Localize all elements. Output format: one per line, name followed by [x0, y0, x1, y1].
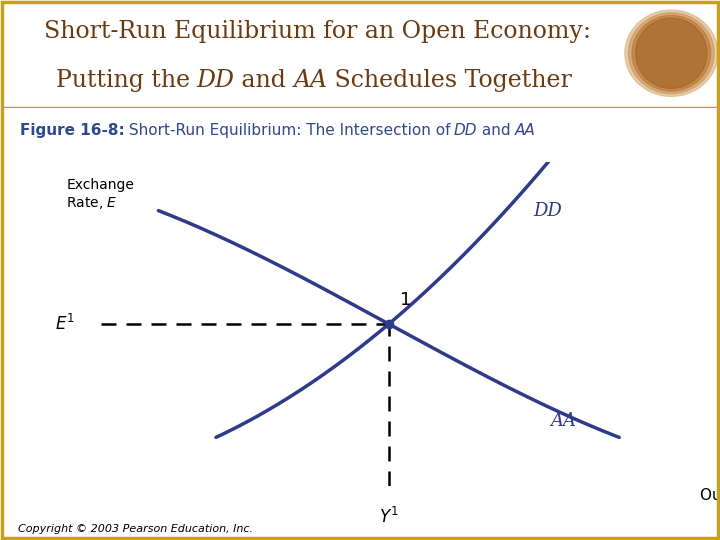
Text: AA: AA — [294, 69, 328, 92]
Text: Short-Run Equilibrium: The Intersection of: Short-Run Equilibrium: The Intersection … — [124, 123, 456, 138]
Ellipse shape — [636, 18, 707, 89]
Text: DD: DD — [533, 201, 562, 220]
Text: Copyright © 2003 Pearson Education, Inc.: Copyright © 2003 Pearson Education, Inc. — [18, 523, 253, 534]
Text: DD: DD — [454, 123, 477, 138]
Text: 1: 1 — [400, 292, 412, 309]
Text: Short-Run Equilibrium for an Open Economy:: Short-Run Equilibrium for an Open Econom… — [44, 19, 590, 43]
Ellipse shape — [625, 10, 718, 97]
Text: Figure 16-8:: Figure 16-8: — [20, 123, 125, 138]
Text: Exchange
Rate, $E$: Exchange Rate, $E$ — [66, 178, 134, 211]
Ellipse shape — [629, 13, 714, 94]
Text: Putting the: Putting the — [56, 69, 197, 92]
Text: $Y^1$: $Y^1$ — [379, 507, 399, 527]
Text: $E^1$: $E^1$ — [55, 314, 75, 334]
Text: Schedules Together: Schedules Together — [327, 69, 572, 92]
Ellipse shape — [632, 15, 711, 91]
Text: DD: DD — [197, 69, 235, 92]
Text: AA: AA — [550, 412, 576, 430]
Text: AA: AA — [516, 123, 536, 138]
Text: and: and — [235, 69, 294, 92]
Text: Output, Y: Output, Y — [700, 488, 720, 503]
Text: and: and — [477, 123, 516, 138]
